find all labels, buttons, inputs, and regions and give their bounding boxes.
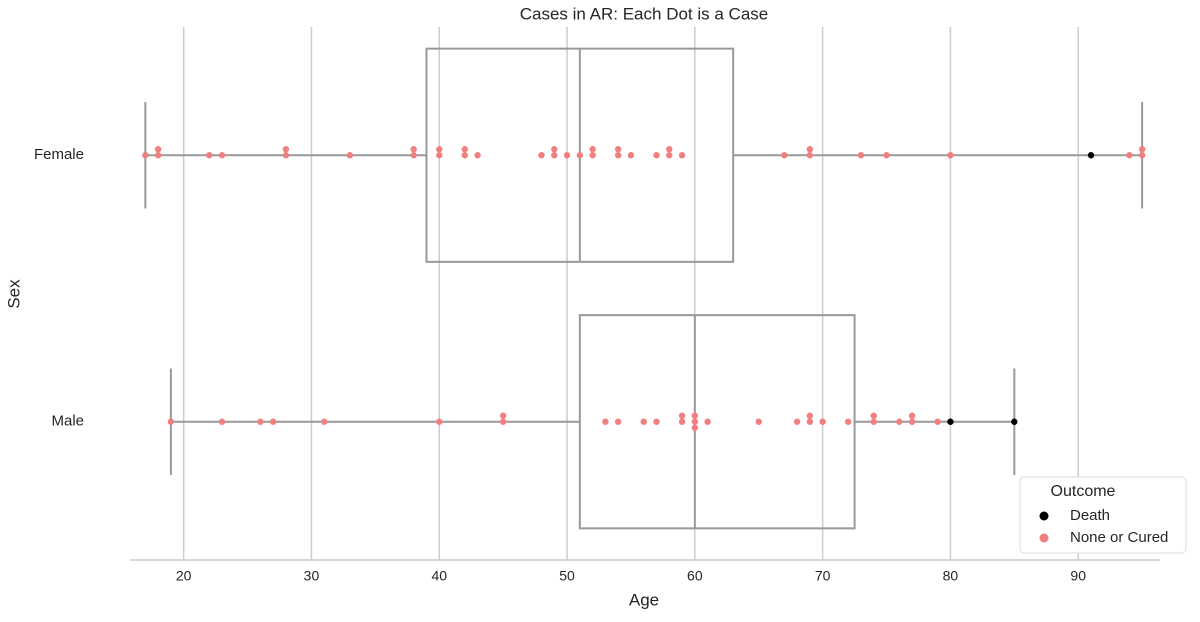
point [282,146,290,153]
point [806,418,814,425]
point [614,152,622,159]
y-tick-label: Male [51,413,84,430]
point [857,152,865,159]
point [576,152,584,159]
legend-marker [1039,533,1049,543]
point [589,152,596,159]
y-tick-label: Female [34,146,84,163]
x-tick-label: 30 [304,568,320,584]
point [896,418,903,425]
point [947,418,954,425]
x-tick-label: 90 [1070,568,1086,584]
point [640,418,647,425]
point [499,418,507,425]
x-tick-label: 40 [431,568,447,584]
point [653,418,660,425]
point [589,146,596,153]
point [934,418,941,425]
point [908,418,916,425]
point [947,152,954,159]
point [1138,152,1146,159]
chart-title: Cases in AR: Each Dot is a Case [520,4,769,23]
x-tick-label: 70 [815,568,831,584]
point [410,152,417,159]
point [870,418,877,425]
box [578,314,856,530]
point [142,152,149,159]
point [206,152,213,159]
point [602,418,609,425]
point [474,152,481,159]
point [167,418,175,425]
point [691,412,699,419]
point [678,412,686,419]
point [691,418,699,425]
legend-marker [1039,511,1049,521]
point [346,152,354,159]
point [269,418,277,425]
point [678,152,686,159]
point [614,418,622,425]
point [653,152,660,159]
point [1126,152,1133,159]
point [806,152,814,159]
legend-label: None or Cured [1070,529,1168,546]
point [678,418,686,425]
point [806,146,814,153]
point [883,152,890,159]
point [257,418,264,425]
point [806,412,814,419]
point [666,152,673,159]
point [461,152,469,159]
point [563,152,571,159]
point [666,146,673,153]
point [461,146,469,153]
point [781,152,788,159]
legend-title: Outcome [1051,483,1116,500]
point [436,152,443,159]
point [1138,146,1146,153]
point [793,418,801,425]
point [691,424,699,431]
y-axis-label: Sex [4,279,23,309]
x-tick-label: 50 [559,568,575,584]
point [755,418,762,425]
point [499,412,507,419]
point [844,418,852,425]
point [218,418,226,425]
point [908,412,916,419]
point [436,146,443,153]
point [410,146,417,153]
point [154,146,162,153]
point [218,152,226,159]
point [538,152,545,159]
point [551,152,558,159]
x-tick-label: 20 [176,568,192,584]
point [870,412,877,419]
legend-box [1019,476,1187,554]
point [321,418,328,425]
point [282,152,290,159]
point [1087,152,1095,159]
point [1011,418,1018,425]
point [819,418,826,425]
x-tick-label: 80 [943,568,959,584]
point [704,418,711,425]
x-axis-label: Age [629,590,659,609]
point [436,418,443,425]
point [154,152,162,159]
point [614,146,622,153]
point [551,146,558,153]
x-tick-label: 60 [687,568,703,584]
point [627,152,635,159]
legend-label: Death [1070,507,1110,524]
